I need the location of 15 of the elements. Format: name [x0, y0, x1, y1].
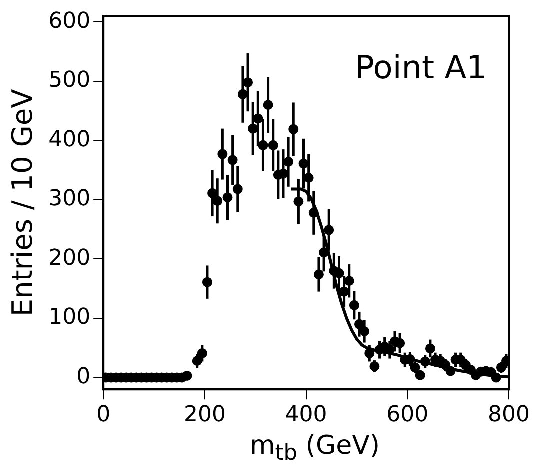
x-tick-label: 600: [386, 402, 429, 428]
x-tick-label: 0: [96, 402, 111, 428]
y-tick-label: 500: [48, 68, 91, 94]
x-axis-title: m$_{tb}$ (GeV): [248, 430, 382, 468]
annotation: Point A1: [355, 48, 487, 87]
y-axis-title: Entries / 10 GeV: [6, 89, 40, 317]
x-tick-label: 800: [488, 402, 530, 428]
y-tick-label: 200: [48, 246, 91, 271]
y-tick-label: 400: [48, 127, 91, 152]
y-tick-label: 0: [76, 364, 91, 390]
y-tick-label: 100: [48, 305, 91, 330]
x-tick-label: 400: [285, 402, 328, 428]
x-tick-label: 200: [184, 402, 226, 428]
y-tick-label: 600: [48, 8, 91, 34]
y-tick-label: 300: [48, 186, 91, 212]
